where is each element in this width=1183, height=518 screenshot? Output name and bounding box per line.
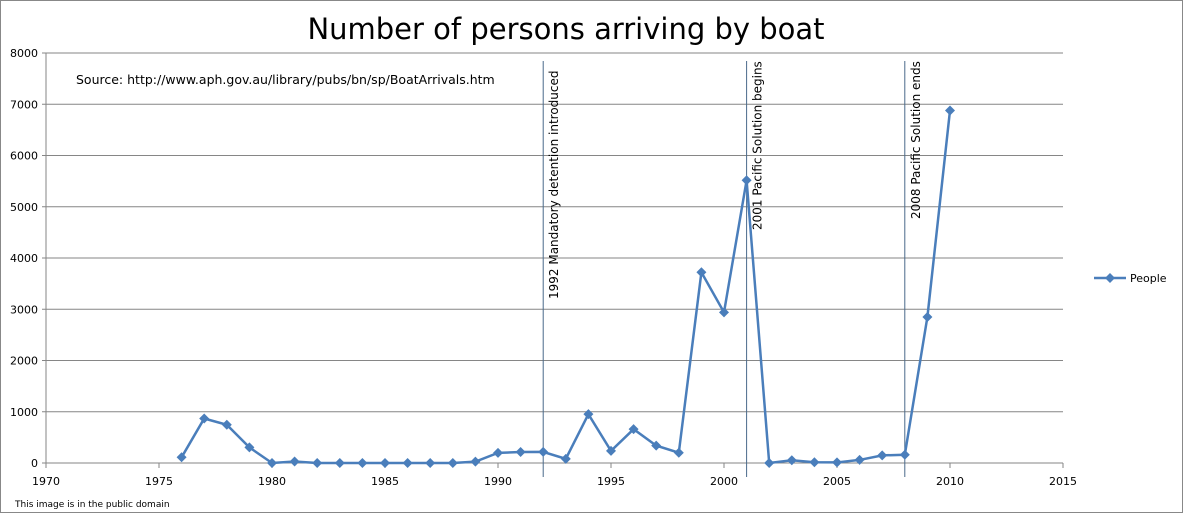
data-point <box>628 424 639 435</box>
x-tick-label: 1980 <box>258 475 286 488</box>
x-tick-label: 1970 <box>32 475 60 488</box>
y-tick-label: 1000 <box>10 406 38 419</box>
data-point <box>176 452 187 463</box>
legend-marker <box>1105 273 1115 283</box>
data-point <box>945 105 955 116</box>
data-point <box>289 456 300 467</box>
x-tick-label: 1995 <box>597 475 625 488</box>
data-point <box>696 267 707 278</box>
chart-title: Number of persons arriving by boat <box>307 12 824 46</box>
y-tick-label: 5000 <box>10 201 38 214</box>
data-point <box>334 458 345 468</box>
data-point <box>312 458 323 468</box>
y-tick-label: 3000 <box>10 303 38 316</box>
data-point <box>199 413 210 424</box>
x-tick-label: 2010 <box>936 475 964 488</box>
legend: People <box>1094 272 1167 285</box>
data-point <box>741 175 752 186</box>
y-tick-label: 6000 <box>10 150 38 163</box>
data-point <box>764 457 775 468</box>
data-point <box>267 458 277 468</box>
data-point <box>854 454 865 465</box>
data-point <box>380 458 390 468</box>
data-point <box>786 455 797 466</box>
data-point <box>425 458 436 468</box>
data-point <box>244 442 255 453</box>
data-point <box>922 311 933 322</box>
data-point <box>538 446 549 457</box>
data-point <box>651 440 662 451</box>
x-tick-label: 2000 <box>710 475 738 488</box>
y-tick-label: 2000 <box>10 355 38 368</box>
data-point <box>402 458 413 468</box>
x-tick-label: 1990 <box>484 475 512 488</box>
event-label: 1992 Mandatory detention introduced <box>547 70 561 299</box>
data-point <box>809 457 820 468</box>
y-tick-label: 7000 <box>10 98 38 111</box>
data-point <box>357 458 368 468</box>
y-tick-label: 0 <box>31 457 38 470</box>
y-tick-label: 4000 <box>10 252 38 265</box>
legend-label: People <box>1130 272 1167 285</box>
x-tick-label: 1985 <box>371 475 399 488</box>
data-point <box>719 307 729 318</box>
series-line-people <box>180 110 952 465</box>
event-label: 2001 Pacific Solution begins <box>751 61 765 230</box>
data-point <box>606 445 616 456</box>
data-point <box>221 419 232 430</box>
public-domain-note: This image is in the public domain <box>14 500 170 510</box>
data-point <box>447 458 458 468</box>
data-point <box>583 409 594 420</box>
data-point <box>832 457 842 468</box>
data-point <box>877 450 888 461</box>
source-annotation: Source: http://www.aph.gov.au/library/pu… <box>76 72 495 87</box>
data-point <box>560 453 571 464</box>
data-point <box>470 456 481 467</box>
x-tick-label: 2005 <box>823 475 851 488</box>
data-point <box>493 447 503 458</box>
data-point <box>899 449 910 460</box>
x-tick-label: 2015 <box>1049 475 1077 488</box>
data-point <box>515 447 526 458</box>
event-label: 2008 Pacific Solution ends <box>909 61 923 219</box>
data-point <box>673 447 684 458</box>
y-tick-label: 8000 <box>10 47 38 60</box>
x-tick-label: 1975 <box>145 475 173 488</box>
